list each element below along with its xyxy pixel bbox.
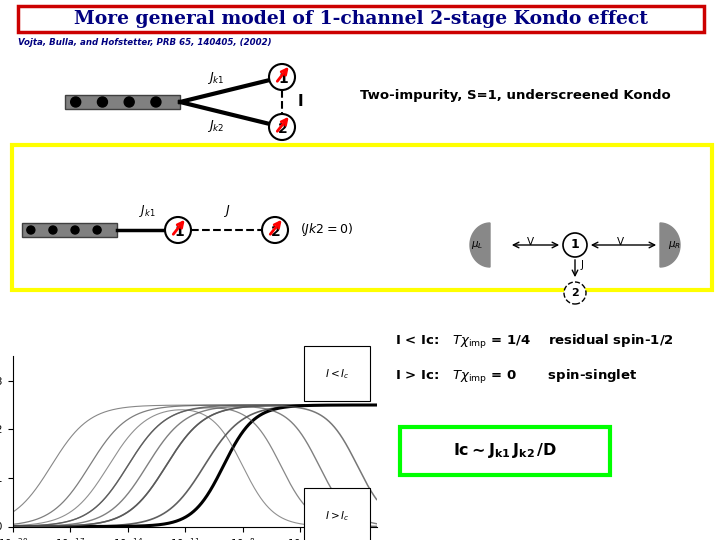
Text: $\mathbf{Ic \sim J_{k1}\,J_{k2}\,/D}$: $\mathbf{Ic \sim J_{k1}\,J_{k2}\,/D}$ — [453, 442, 557, 461]
Bar — [400, 427, 610, 475]
Circle shape — [71, 97, 81, 107]
Circle shape — [27, 226, 35, 234]
Circle shape — [97, 97, 107, 107]
Text: 2: 2 — [278, 122, 288, 136]
Text: $J_{k2}$: $J_{k2}$ — [207, 118, 225, 133]
Polygon shape — [660, 223, 680, 267]
Circle shape — [49, 226, 57, 234]
Text: $J_{k1}$: $J_{k1}$ — [207, 71, 225, 86]
Text: $\mu_R$: $\mu_R$ — [668, 239, 681, 251]
Text: I < Ic:   $T\chi_{\rm imp}$ = 1/4    residual spin-1/2: I < Ic: $T\chi_{\rm imp}$ = 1/4 residual… — [395, 333, 673, 351]
Bar — [22, 223, 117, 237]
Text: $J$: $J$ — [222, 203, 230, 219]
Circle shape — [151, 97, 161, 107]
Circle shape — [71, 226, 79, 234]
Text: $\mu_L$: $\mu_L$ — [471, 239, 483, 251]
Text: Two-impurity, S=1, underscreened Kondo: Two-impurity, S=1, underscreened Kondo — [360, 89, 671, 102]
Circle shape — [564, 282, 586, 304]
Text: $I > I_c$: $I > I_c$ — [325, 509, 350, 523]
Bar — [12, 145, 712, 290]
Text: 2: 2 — [571, 288, 579, 298]
Polygon shape — [470, 223, 490, 267]
Circle shape — [269, 114, 295, 140]
Text: 1: 1 — [174, 225, 184, 239]
Text: $J_{k1}$: $J_{k1}$ — [139, 203, 156, 219]
Bar — [18, 6, 704, 32]
Text: $( Jk2 = 0 )$: $( Jk2 = 0 )$ — [300, 221, 353, 239]
Bar — [65, 95, 180, 109]
Text: 1: 1 — [571, 239, 580, 252]
Text: $I < I_c$: $I < I_c$ — [325, 367, 350, 381]
Text: 1: 1 — [278, 72, 288, 86]
Text: Vojta, Bulla, and Hofstetter, PRB 65, 140405, (2002): Vojta, Bulla, and Hofstetter, PRB 65, 14… — [18, 38, 271, 47]
Circle shape — [165, 217, 191, 243]
Text: V: V — [616, 237, 624, 247]
Circle shape — [269, 64, 295, 90]
Circle shape — [93, 226, 101, 234]
Circle shape — [563, 233, 587, 257]
Text: J: J — [580, 260, 583, 270]
Text: 2: 2 — [271, 225, 281, 239]
Text: I: I — [298, 94, 304, 110]
Text: More general model of 1-channel 2-stage Kondo effect: More general model of 1-channel 2-stage … — [74, 10, 648, 28]
Circle shape — [124, 97, 134, 107]
Text: V: V — [526, 237, 534, 247]
Circle shape — [262, 217, 288, 243]
Text: I > Ic:   $T\chi_{\rm imp}$ = 0       spin-singlet: I > Ic: $T\chi_{\rm imp}$ = 0 spin-singl… — [395, 368, 637, 386]
